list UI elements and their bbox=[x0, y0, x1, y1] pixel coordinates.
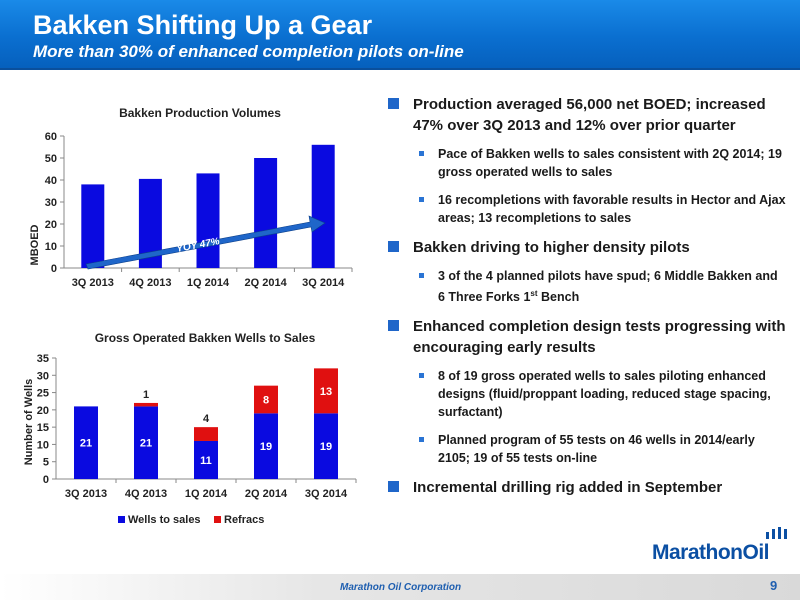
y-tick-label: 40 bbox=[45, 175, 57, 187]
bar-wells-to-sales bbox=[314, 413, 338, 479]
data-label: 19 bbox=[320, 441, 332, 453]
y-tick-label: 50 bbox=[45, 153, 57, 165]
bullet-text: Enhanced completion design tests progres… bbox=[413, 318, 786, 357]
bullet-list: Production averaged 56,000 net BOED; inc… bbox=[388, 94, 788, 507]
marathon-oil-logo: MarathonOil bbox=[648, 527, 793, 572]
sub-bullet-square-icon bbox=[419, 273, 424, 278]
slide-footer: Marathon Oil Corporation 9 bbox=[0, 574, 800, 600]
x-tick-label: 1Q 2014 bbox=[187, 277, 230, 289]
chart-legend: Wells to sales Refracs bbox=[118, 514, 264, 526]
bullet-item: Incremental drilling rig added in Septem… bbox=[388, 477, 788, 498]
x-tick-label: 3Q 2013 bbox=[65, 488, 107, 500]
y-tick-label: 0 bbox=[43, 474, 49, 486]
bar bbox=[81, 184, 105, 268]
data-label: 21 bbox=[140, 438, 152, 450]
y-axis-label: MBOED bbox=[29, 224, 41, 265]
legend-swatch bbox=[118, 516, 125, 523]
data-label: 21 bbox=[80, 438, 92, 450]
logo-text: MarathonOil bbox=[652, 541, 770, 564]
legend-label: Refracs bbox=[224, 514, 264, 526]
bar-refracs bbox=[254, 385, 278, 414]
legend-swatch bbox=[214, 516, 221, 523]
bar-refracs bbox=[314, 368, 338, 414]
sub-bullet-text: 16 recompletions with favorable results … bbox=[438, 193, 786, 225]
sub-bullet-text: Pace of Bakken wells to sales consistent… bbox=[438, 147, 782, 179]
bar-wells-to-sales bbox=[134, 406, 158, 479]
bar-refracs bbox=[134, 402, 158, 407]
y-axis-label: Number of Wells bbox=[23, 379, 35, 466]
bar-wells-to-sales bbox=[74, 406, 98, 479]
x-tick-label: 1Q 2014 bbox=[185, 488, 228, 500]
sub-bullet-item: 16 recompletions with favorable results … bbox=[413, 191, 788, 227]
sub-bullet-text: Planned program of 55 tests on 46 wells … bbox=[438, 433, 755, 466]
x-tick-label: 3Q 2013 bbox=[72, 277, 114, 289]
bar bbox=[138, 178, 162, 268]
footer-company: Marathon Oil Corporation bbox=[340, 582, 462, 593]
page-number: 9 bbox=[770, 578, 778, 593]
y-tick-label: 5 bbox=[43, 457, 49, 469]
bullet-square-icon bbox=[388, 241, 399, 252]
y-tick-label: 15 bbox=[37, 422, 49, 434]
bullet-text: Incremental drilling rig added in Septem… bbox=[413, 479, 723, 497]
y-tick-label: 20 bbox=[37, 405, 49, 417]
bullet-item: Production averaged 56,000 net BOED; inc… bbox=[388, 94, 788, 136]
x-tick-label: 3Q 2014 bbox=[305, 488, 348, 500]
x-tick-label: 2Q 2014 bbox=[245, 488, 288, 500]
bar-wells-to-sales bbox=[254, 413, 278, 479]
production-volumes-chart: Bakken Production Volumes MBOED 0 10 20 30 4… bbox=[29, 106, 353, 289]
sub-bullet-item: 3 of the 4 planned pilots have spud; 6 M… bbox=[413, 267, 788, 306]
y-tick-label: 20 bbox=[45, 219, 57, 231]
y-tick-label: 25 bbox=[37, 388, 49, 400]
sub-bullet-square-icon bbox=[419, 437, 424, 443]
x-tick-label: 4Q 2013 bbox=[129, 277, 171, 289]
bullet-text: Bakken driving to higher density pilots bbox=[413, 239, 690, 256]
chart-title: Bakken Production Volumes bbox=[119, 106, 281, 120]
sub-bullet-item: Pace of Bakken wells to sales consistent… bbox=[413, 145, 788, 181]
bar-wells-to-sales bbox=[194, 440, 218, 479]
bullet-square-icon bbox=[388, 481, 399, 493]
chart-title: Gross Operated Bakken Wells to Sales bbox=[95, 331, 316, 345]
bar-refracs bbox=[194, 427, 218, 441]
y-tick-label: 30 bbox=[37, 370, 49, 382]
bullet-square-icon bbox=[388, 320, 399, 332]
bullet-item: Bakken driving to higher density pilots bbox=[388, 237, 788, 258]
bar bbox=[311, 144, 335, 268]
sub-bullet-text: 8 of 19 gross operated wells to sales pi… bbox=[438, 369, 771, 420]
bullet-item: Enhanced completion design tests progres… bbox=[388, 316, 788, 358]
wells-to-sales-chart: Gross Operated Bakken Wells to Sales Num… bbox=[23, 331, 357, 526]
sub-bullet-square-icon bbox=[419, 151, 424, 156]
data-label: 19 bbox=[260, 441, 272, 453]
y-tick-label: 10 bbox=[37, 439, 49, 451]
data-label: 8 bbox=[263, 394, 269, 406]
bar bbox=[254, 158, 278, 268]
yoy-arrow-body bbox=[85, 215, 326, 270]
y-tick-label: 60 bbox=[45, 131, 57, 143]
sub-bullet-square-icon bbox=[419, 373, 424, 379]
slide-subtitle: More than 30% of enhanced completion pil… bbox=[33, 42, 464, 61]
y-tick-label: 10 bbox=[45, 241, 57, 253]
slide-header: Bakken Shifting Up a Gear More than 30% … bbox=[0, 0, 800, 70]
slide-title: Bakken Shifting Up a Gear bbox=[33, 10, 373, 40]
data-label: 11 bbox=[200, 455, 212, 467]
bullet-text: Production averaged 56,000 net BOED; inc… bbox=[413, 96, 766, 134]
x-tick-label: 2Q 2014 bbox=[244, 277, 287, 289]
data-label: 4 bbox=[203, 413, 210, 425]
y-tick-label: 30 bbox=[45, 197, 57, 209]
data-label: 13 bbox=[320, 386, 332, 398]
sub-bullet-item: Planned program of 55 tests on 46 wells … bbox=[413, 431, 788, 467]
data-label: 1 bbox=[143, 389, 149, 401]
sub-bullet-item: 8 of 19 gross operated wells to sales pi… bbox=[413, 367, 788, 421]
logo-mark-icon bbox=[766, 527, 787, 539]
x-tick-label: 3Q 2014 bbox=[302, 277, 345, 289]
legend-label: Wells to sales bbox=[128, 514, 201, 526]
y-tick-label: 35 bbox=[37, 353, 49, 365]
sub-bullet-text: 3 of the 4 planned pilots have spud; 6 M… bbox=[438, 269, 778, 305]
y-tick-label: 0 bbox=[51, 263, 57, 275]
x-tick-label: 4Q 2013 bbox=[125, 488, 167, 500]
bullet-square-icon bbox=[388, 98, 399, 109]
bar bbox=[196, 173, 220, 268]
sub-bullet-square-icon bbox=[419, 197, 424, 202]
